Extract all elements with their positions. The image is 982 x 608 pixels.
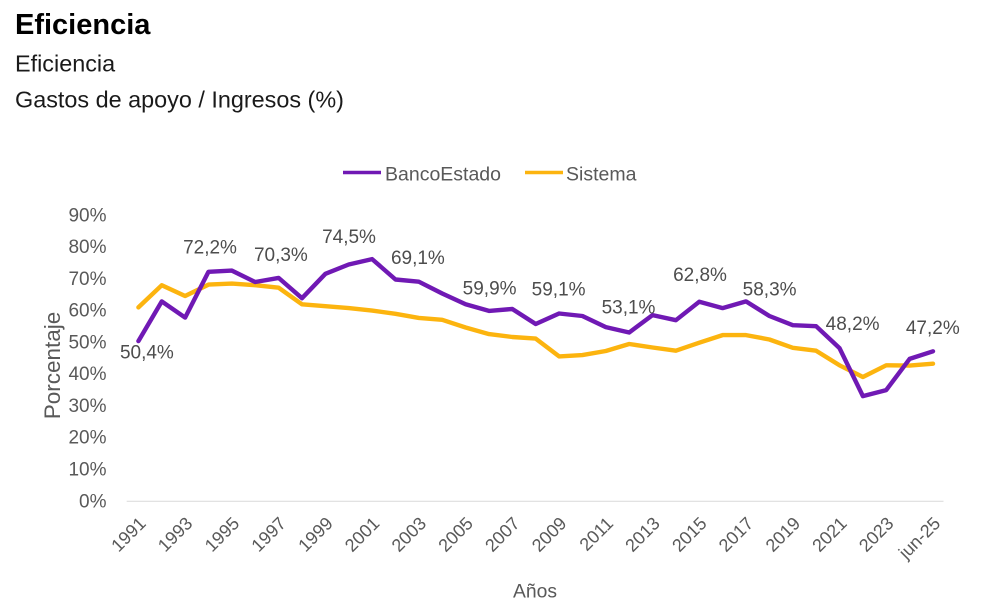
svg-text:40%: 40% bbox=[68, 364, 106, 385]
svg-text:Eficiencia: Eficiencia bbox=[15, 51, 116, 77]
svg-text:59,1%: 59,1% bbox=[532, 280, 586, 301]
svg-text:50%: 50% bbox=[68, 332, 106, 353]
svg-text:30%: 30% bbox=[68, 396, 106, 417]
svg-text:60%: 60% bbox=[68, 301, 106, 322]
svg-text:74,5%: 74,5% bbox=[322, 227, 376, 248]
svg-text:Gastos de apoyo / Ingresos (%): Gastos de apoyo / Ingresos (%) bbox=[15, 87, 344, 113]
svg-text:70,3%: 70,3% bbox=[254, 245, 308, 266]
svg-text:70%: 70% bbox=[68, 269, 106, 290]
svg-text:58,3%: 58,3% bbox=[743, 280, 797, 301]
svg-text:69,1%: 69,1% bbox=[391, 248, 445, 269]
svg-text:Sistema: Sistema bbox=[566, 164, 637, 186]
svg-text:Años: Años bbox=[513, 582, 557, 603]
svg-text:BancoEstado: BancoEstado bbox=[385, 164, 501, 186]
svg-text:Eficiencia: Eficiencia bbox=[15, 9, 151, 41]
svg-text:62,8%: 62,8% bbox=[673, 265, 727, 286]
svg-text:72,2%: 72,2% bbox=[183, 238, 237, 259]
svg-text:53,1%: 53,1% bbox=[602, 298, 656, 319]
svg-text:90%: 90% bbox=[68, 205, 106, 226]
svg-text:Porcentaje: Porcentaje bbox=[40, 312, 65, 420]
svg-text:10%: 10% bbox=[68, 460, 106, 481]
svg-text:80%: 80% bbox=[68, 237, 106, 258]
svg-text:50,4%: 50,4% bbox=[120, 342, 174, 363]
svg-text:48,2%: 48,2% bbox=[826, 314, 880, 335]
svg-text:0%: 0% bbox=[79, 491, 107, 512]
svg-text:59,9%: 59,9% bbox=[463, 278, 517, 299]
svg-text:47,2%: 47,2% bbox=[906, 318, 960, 339]
svg-text:20%: 20% bbox=[68, 428, 106, 449]
